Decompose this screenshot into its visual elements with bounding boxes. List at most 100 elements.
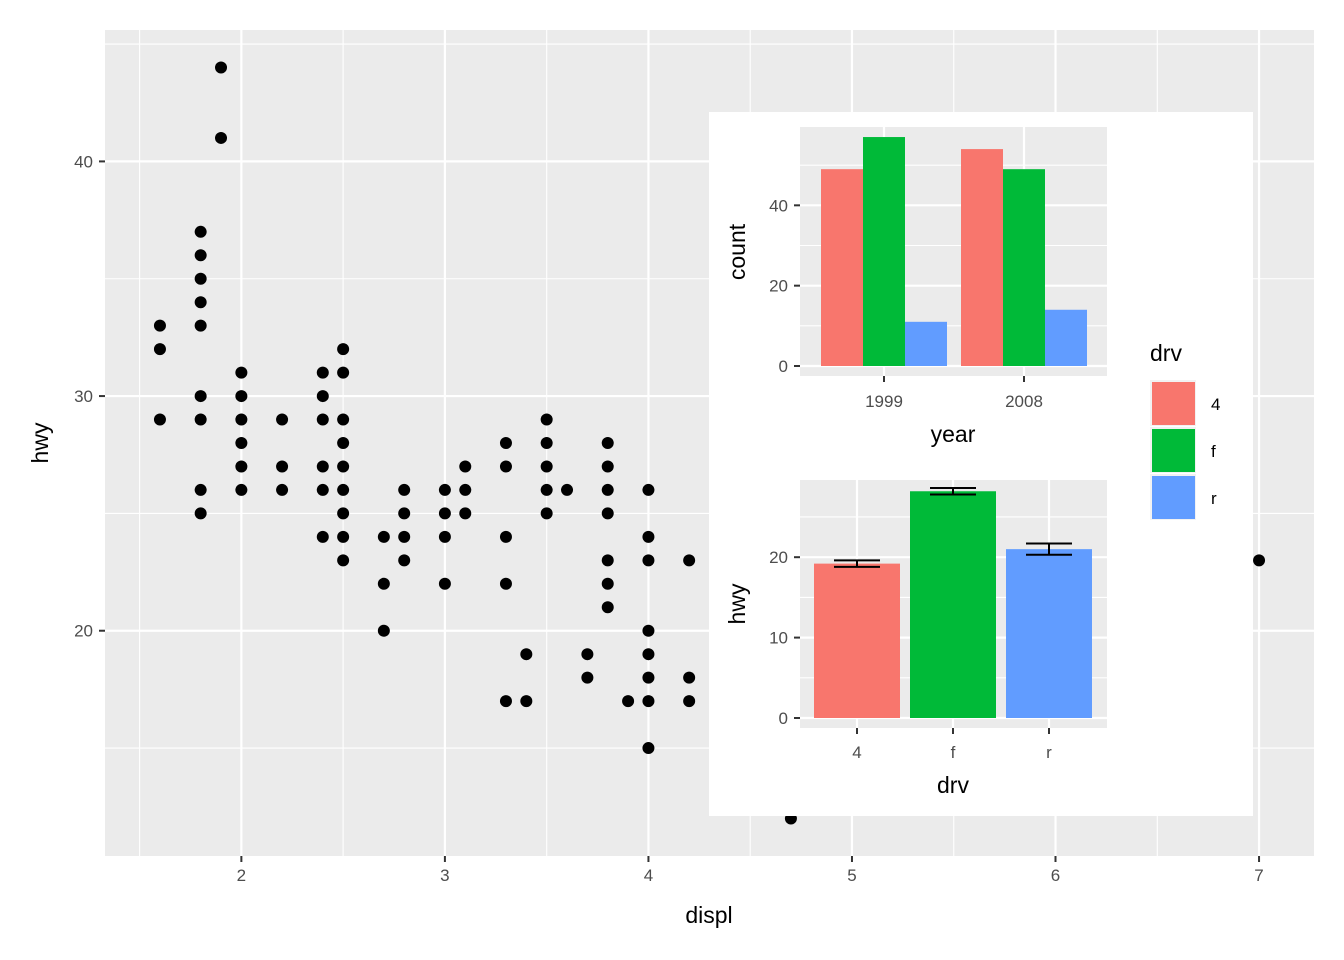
scatter-point xyxy=(499,437,512,449)
scatter-x-axis: 2 3 4 5 6 7 xyxy=(237,856,1264,885)
inset1-y-axis: 0 20 40 xyxy=(769,196,800,376)
scatter-point xyxy=(194,249,207,262)
scatter-point xyxy=(398,507,411,520)
y-tick-label: 0 xyxy=(779,357,788,376)
scatter-point xyxy=(601,460,614,473)
scatter-point xyxy=(683,554,696,567)
inset1-bars xyxy=(821,137,1087,366)
scatter-point xyxy=(540,507,553,520)
scatter-point xyxy=(601,507,614,520)
scatter-point xyxy=(601,601,614,614)
scatter-point xyxy=(642,742,655,755)
inset-count-by-year: 1999 2008 0 20 40 year count xyxy=(724,127,1107,447)
scatter-point xyxy=(377,624,390,637)
scatter-point xyxy=(499,577,512,590)
scatter-point xyxy=(235,366,248,379)
scatter-point xyxy=(235,437,248,449)
legend-swatch-r xyxy=(1152,476,1195,519)
scatter-point xyxy=(377,530,390,543)
x-tick-label: f xyxy=(951,743,956,762)
scatter-y-axis: 20 30 40 xyxy=(74,152,105,641)
y-tick-label: 20 xyxy=(74,622,93,641)
x-tick-label: 5 xyxy=(847,866,856,885)
scatter-point xyxy=(316,530,329,543)
scatter-point xyxy=(215,61,228,74)
scatter-point xyxy=(540,413,553,426)
bar-f xyxy=(910,491,996,718)
scatter-point xyxy=(642,483,655,496)
scatter-point xyxy=(459,460,472,473)
scatter-point xyxy=(153,319,166,332)
scatter-point xyxy=(540,460,553,473)
scatter-point xyxy=(316,460,329,473)
scatter-point xyxy=(194,507,207,520)
scatter-point xyxy=(683,671,696,684)
scatter-point xyxy=(194,272,207,285)
y-tick-label: 20 xyxy=(769,277,788,296)
scatter-point xyxy=(276,413,289,426)
inset2-x-axis: 4 f r xyxy=(852,728,1052,762)
bar-f-1999 xyxy=(863,137,905,366)
scatter-point xyxy=(398,554,411,567)
scatter-point xyxy=(520,648,533,661)
scatter-point xyxy=(235,390,248,403)
scatter-point xyxy=(438,530,451,543)
scatter-point xyxy=(642,671,655,684)
scatter-point xyxy=(276,460,289,473)
inset2-error-bars xyxy=(834,487,1072,568)
scatter-point xyxy=(622,695,635,708)
y-tick-label: 10 xyxy=(769,629,788,648)
scatter-point xyxy=(215,131,228,144)
scatter-point xyxy=(337,483,350,496)
legend-swatch-f xyxy=(1152,429,1195,472)
scatter-point xyxy=(601,577,614,590)
scatter-point xyxy=(642,648,655,661)
scatter-point xyxy=(194,483,207,496)
legend-title: drv xyxy=(1150,340,1182,366)
bar-r-2008 xyxy=(1045,309,1087,366)
inset2-x-axis-title: drv xyxy=(937,772,969,798)
scatter-point xyxy=(601,554,614,567)
scatter-point xyxy=(499,530,512,543)
scatter-point xyxy=(499,460,512,473)
scatter-point xyxy=(438,507,451,520)
scatter-points xyxy=(153,61,1266,825)
scatter-point xyxy=(337,530,350,543)
inset2-bars xyxy=(814,491,1092,718)
legend-label: f xyxy=(1211,442,1216,461)
scatter-point xyxy=(499,695,512,708)
scatter-point xyxy=(337,343,350,356)
scatter-point xyxy=(337,507,350,520)
x-tick-label: r xyxy=(1046,743,1052,762)
scatter-point xyxy=(337,554,350,567)
scatter-point xyxy=(194,319,207,332)
y-tick-label: 0 xyxy=(779,709,788,728)
scatter-y-axis-title: hwy xyxy=(27,422,53,463)
scatter-point xyxy=(459,507,472,520)
scatter-point xyxy=(398,483,411,496)
x-tick-label: 4 xyxy=(644,866,653,885)
bar-4-1999 xyxy=(821,169,863,366)
scatter-point xyxy=(337,437,350,449)
y-tick-label: 40 xyxy=(769,196,788,215)
scatter-point xyxy=(561,483,574,496)
bar-f-2008 xyxy=(1003,169,1045,366)
scatter-point xyxy=(398,530,411,543)
bar-r xyxy=(1006,549,1092,718)
inset1-x-axis: 1999 2008 xyxy=(865,376,1043,411)
scatter-point xyxy=(1253,554,1266,567)
scatter-point xyxy=(581,648,594,661)
scatter-point xyxy=(235,413,248,426)
scatter-point xyxy=(642,554,655,567)
scatter-point xyxy=(601,483,614,496)
legend: drv 4 f r xyxy=(1150,340,1220,520)
x-tick-label: 6 xyxy=(1051,866,1060,885)
inset2-y-axis: 0 10 20 xyxy=(769,548,800,728)
scatter-point xyxy=(540,483,553,496)
scatter-point xyxy=(683,695,696,708)
scatter-point xyxy=(316,366,329,379)
scatter-point xyxy=(194,390,207,403)
scatter-point xyxy=(438,483,451,496)
legend-label: r xyxy=(1211,489,1217,508)
